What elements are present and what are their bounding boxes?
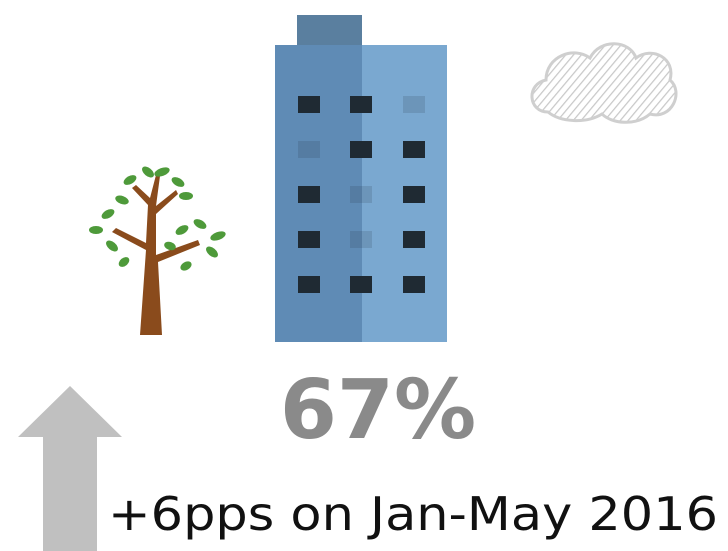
page: 67% +6pps on Jan-May 2016 (() => { const… [0, 0, 728, 551]
cloud-icon [532, 44, 676, 123]
stat-value: 67% [280, 363, 476, 458]
tree-icon [89, 164, 227, 335]
infographic: 67% +6pps on Jan-May 2016 [0, 0, 728, 551]
building-icon [275, 15, 447, 342]
stat-change: +6pps on Jan-May 2016 [108, 487, 718, 541]
up-arrow [18, 386, 122, 551]
